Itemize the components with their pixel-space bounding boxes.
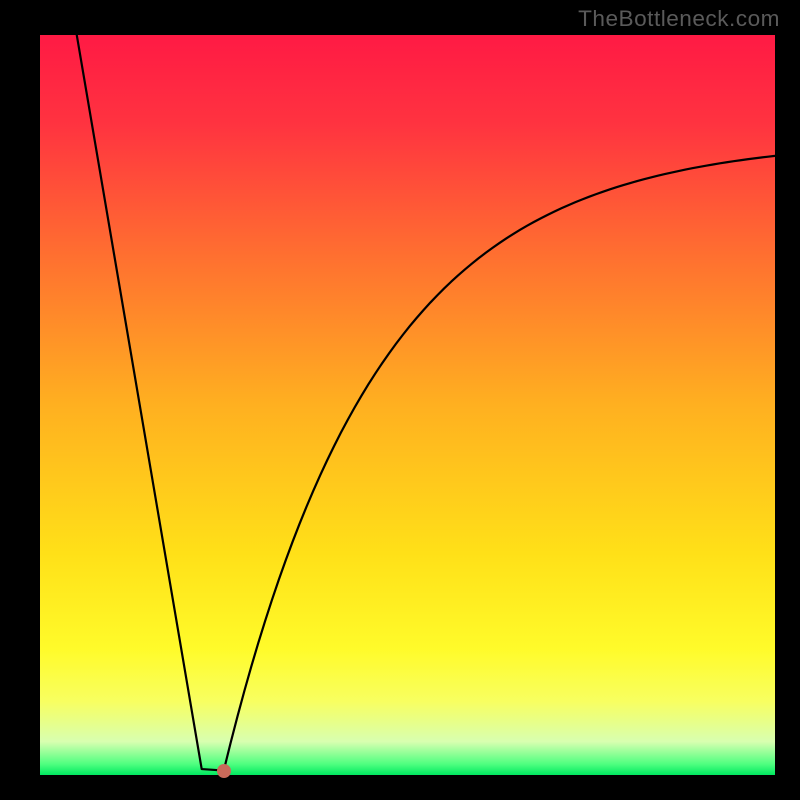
optimal-point-marker bbox=[217, 764, 231, 778]
watermark-label: TheBottleneck.com bbox=[578, 6, 780, 32]
plot-area bbox=[40, 35, 775, 775]
chart-root: TheBottleneck.com bbox=[0, 0, 800, 800]
bottleneck-curve bbox=[40, 35, 775, 775]
